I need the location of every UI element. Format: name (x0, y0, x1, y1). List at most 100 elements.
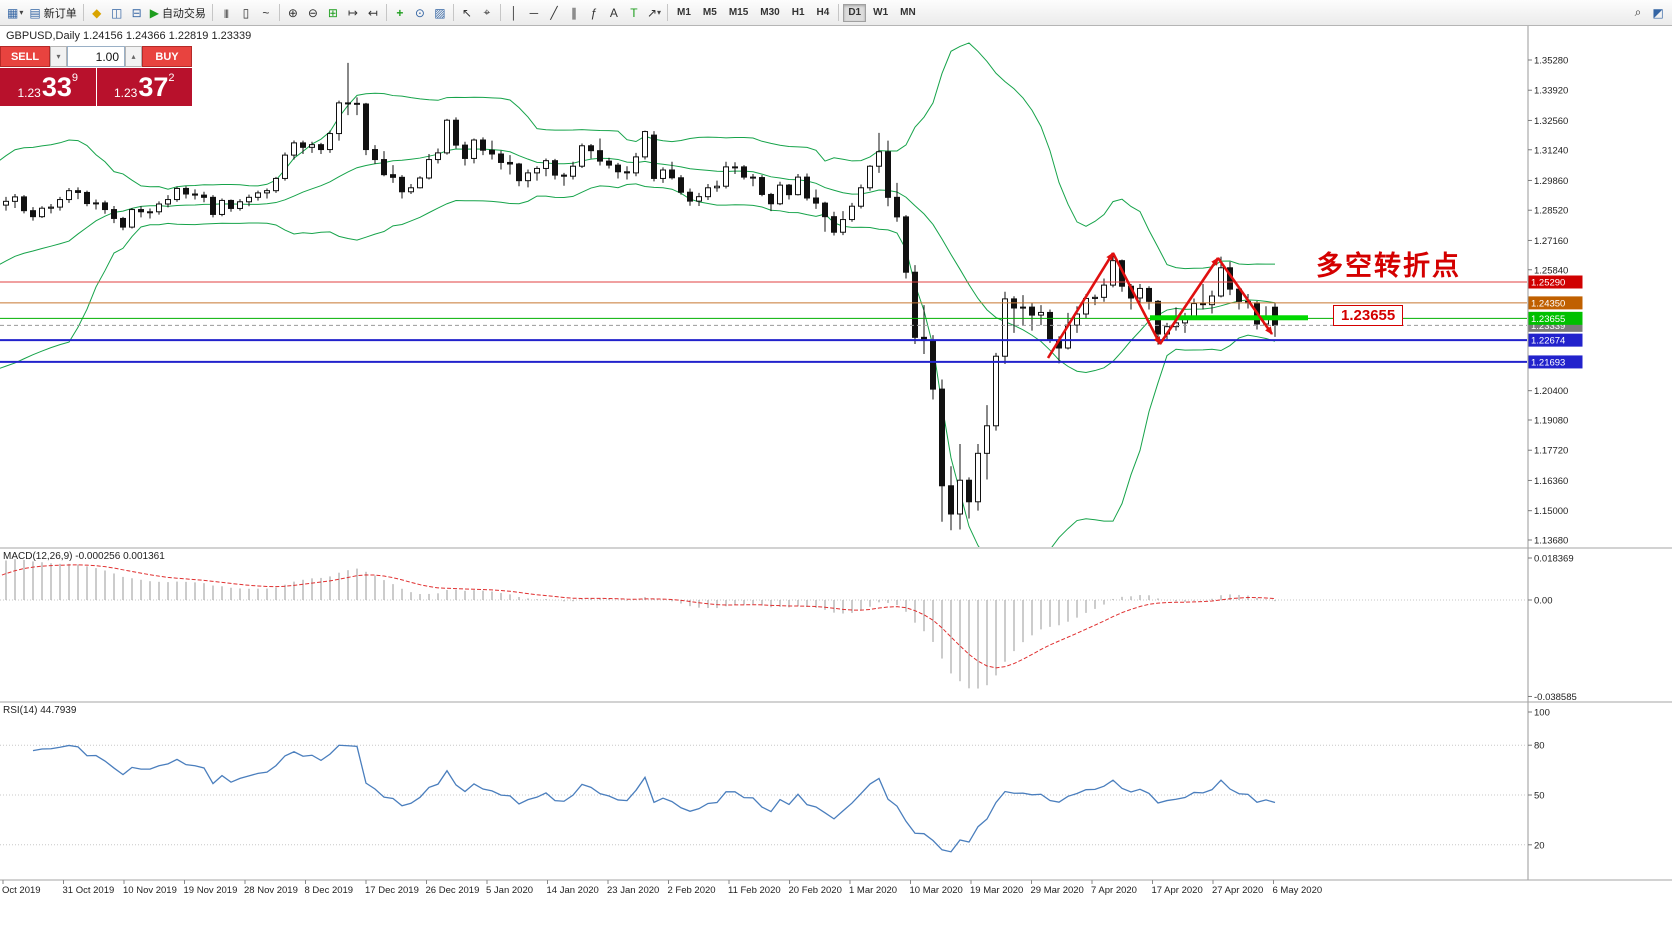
buy-button[interactable]: BUY (142, 46, 192, 67)
zoom-in-button[interactable]: ⊕ (283, 3, 303, 23)
dropdown-icon: ▾ (657, 8, 662, 17)
sell-price-main: 33 (41, 71, 72, 102)
fibonacci-icon: ƒ (590, 5, 598, 20)
svg-text:1.25290: 1.25290 (1531, 278, 1565, 289)
bars-icon: ||| (223, 7, 229, 18)
new-order-label: 新订单 (43, 7, 77, 20)
metaeditor-button[interactable]: ◆ (87, 3, 107, 23)
timeframe-mn[interactable]: MN (895, 4, 921, 22)
timeframe-h4[interactable]: H4 (812, 4, 835, 22)
indicators-icon: + (396, 5, 404, 20)
svg-text:31 Oct 2019: 31 Oct 2019 (63, 885, 115, 896)
vertical-line-icon: │ (510, 5, 518, 20)
zoom-out-button[interactable]: ⊖ (303, 3, 323, 23)
price-chart-layer (0, 42, 1527, 547)
text-button[interactable]: A (604, 3, 624, 23)
periods-button[interactable]: ⊙ (410, 3, 430, 23)
timeframe-m15[interactable]: M15 (724, 4, 753, 22)
svg-text:1.35280: 1.35280 (1534, 56, 1568, 67)
svg-text:0.00: 0.00 (1534, 596, 1553, 607)
auto-scroll-button[interactable]: ↦ (343, 3, 363, 23)
toolbar-separator (667, 4, 669, 21)
svg-text:2 Feb 2020: 2 Feb 2020 (668, 885, 716, 896)
svg-text:17 Apr 2020: 17 Apr 2020 (1152, 885, 1203, 896)
svg-text:1.13680: 1.13680 (1534, 536, 1568, 547)
autotrading-button[interactable]: ▶ 自动交易 (147, 3, 209, 23)
search-button[interactable]: ⌕ (1628, 3, 1648, 23)
buy-price-base: 1.23 (113, 86, 138, 100)
community-button[interactable]: ◩ (1648, 3, 1668, 23)
toolbar-right-group: ⌕ ◩ (1628, 3, 1668, 23)
timeframe-w1[interactable]: W1 (868, 4, 893, 22)
rsi-chart-layer (0, 744, 1527, 853)
toolbar-separator (838, 4, 840, 21)
svg-text:1.23655: 1.23655 (1531, 314, 1565, 325)
svg-text:27 Apr 2020: 27 Apr 2020 (1212, 885, 1263, 896)
svg-text:1.21693: 1.21693 (1531, 357, 1565, 368)
svg-text:1.20400: 1.20400 (1534, 386, 1568, 397)
tile-windows-button[interactable]: ⊞ (323, 3, 343, 23)
svg-text:1.29860: 1.29860 (1534, 176, 1568, 187)
rsi-name: RSI(14) (3, 705, 38, 716)
new-order-button[interactable]: ▤ 新订单 (26, 3, 79, 23)
zoom-in-icon: ⊕ (287, 5, 298, 20)
line-chart-button[interactable]: ~ (256, 3, 276, 23)
timeframe-m30[interactable]: M30 (755, 4, 784, 22)
cursor-button[interactable]: ↖ (457, 3, 477, 23)
timeframe-h1[interactable]: H1 (787, 4, 810, 22)
text-label-button[interactable]: T (624, 3, 644, 23)
toolbar-separator (385, 4, 387, 21)
lot-increase-button[interactable]: ▴ (125, 46, 142, 67)
timeframe-d1[interactable]: D1 (843, 3, 867, 22)
svg-text:11 Feb 2020: 11 Feb 2020 (728, 885, 781, 896)
svg-text:1.19080: 1.19080 (1534, 416, 1568, 427)
navigator-button[interactable]: ⊟ (127, 3, 147, 23)
sell-button[interactable]: SELL (0, 46, 50, 67)
autotrading-label: 自动交易 (161, 7, 206, 20)
lot-size-input[interactable]: 1.00 (67, 46, 125, 67)
chart-shift-icon: ↤ (367, 5, 378, 20)
svg-text:1.24350: 1.24350 (1531, 298, 1565, 309)
arrows-icon: ↗ (646, 5, 657, 20)
svg-text:10 Mar 2020: 10 Mar 2020 (910, 885, 963, 896)
timeframe-m1[interactable]: M1 (672, 4, 696, 22)
fibonacci-button[interactable]: ƒ (584, 3, 604, 23)
svg-text:20 Feb 2020: 20 Feb 2020 (789, 885, 842, 896)
svg-text:7 Apr 2020: 7 Apr 2020 (1091, 885, 1137, 896)
auto-scroll-icon: ↦ (347, 5, 358, 20)
chart-shift-button[interactable]: ↤ (363, 3, 383, 23)
vertical-line-button[interactable]: │ (504, 3, 524, 23)
svg-text:1.17720: 1.17720 (1534, 446, 1568, 457)
templates-button[interactable]: ▨ (430, 3, 450, 23)
price-callout-label: 1.23655 (1333, 305, 1404, 326)
trendline-button[interactable]: ╱ (544, 3, 564, 23)
crosshair-button[interactable]: ⌖ (477, 3, 497, 23)
market-watch-button[interactable]: ◫ (107, 3, 127, 23)
arrows-button[interactable]: ↗ ▾ (644, 3, 664, 23)
svg-text:26 Dec 2019: 26 Dec 2019 (426, 885, 480, 896)
candlestick-chart-button[interactable]: ▯ (236, 3, 256, 23)
svg-text:1.23339: 1.23339 (1531, 321, 1565, 332)
chart-window-icon: ▦ (7, 5, 19, 20)
timeframe-m5[interactable]: M5 (698, 4, 722, 22)
svg-text:1.27160: 1.27160 (1534, 236, 1568, 247)
lot-decrease-button[interactable]: ▾ (50, 46, 67, 67)
horizontal-line-button[interactable]: ─ (524, 3, 544, 23)
sell-price-display[interactable]: 1.23 33 9 (0, 68, 96, 106)
channel-button[interactable]: ∥ (564, 3, 584, 23)
bar-chart-button[interactable]: ||| (216, 3, 236, 23)
chart-symbol-info: GBPUSD,Daily 1.24156 1.24366 1.22819 1.2… (6, 30, 252, 42)
new-chart-button[interactable]: ▦ ▾ (4, 3, 26, 23)
toolbar-separator (452, 4, 454, 21)
buy-price-display[interactable]: 1.23 37 2 (96, 68, 192, 106)
svg-text:5 Jan 2020: 5 Jan 2020 (486, 885, 533, 896)
indicators-button[interactable]: + (390, 3, 410, 23)
svg-text:100: 100 (1534, 708, 1550, 719)
candles-icon: ▯ (242, 5, 250, 20)
periods-clock-icon: ⊙ (414, 5, 425, 20)
svg-text:29 Mar 2020: 29 Mar 2020 (1031, 885, 1084, 896)
autotrading-play-icon: ▶ (149, 5, 159, 20)
toolbar-separator (499, 4, 501, 21)
metaeditor-icon: ◆ (92, 5, 102, 20)
